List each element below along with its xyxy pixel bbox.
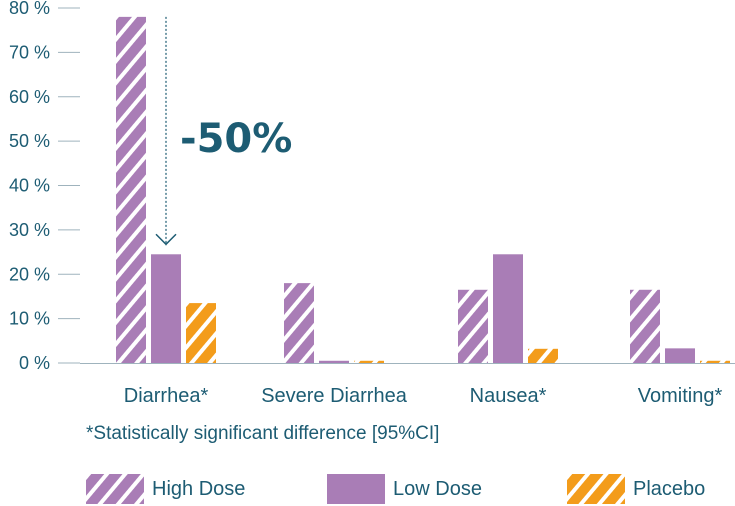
bars-group (116, 16, 730, 363)
x-axis-labels: Diarrhea* Severe Diarrhea Nausea* Vomiting* (124, 385, 723, 407)
reduction-annotation: -50% (155, 16, 292, 246)
x-category-label: Nausea* (470, 385, 547, 407)
bar-placebo (186, 303, 216, 363)
bar-placebo (700, 360, 730, 363)
bar-high-dose (458, 289, 488, 363)
y-tick-label: 80 % (9, 0, 50, 18)
bar-placebo (528, 348, 558, 363)
bar-high-dose (116, 16, 146, 363)
y-tick-label: 70 % (9, 42, 50, 62)
y-tick-label: 0 % (19, 353, 50, 373)
bar-chart: 0 % 10 % 20 % 30 % 40 % 50 % 60 % 70 % 80 % Diar… (9, 0, 735, 407)
bar-low-dose (665, 348, 695, 363)
y-tick-label: 10 % (9, 309, 50, 329)
y-tick-label: 40 % (9, 176, 50, 196)
bar-high-dose (630, 289, 660, 363)
y-axis-ticks: 0 % 10 % 20 % 30 % 40 % 50 % 60 % 70 % 80 % (9, 0, 80, 373)
legend-swatch-high-dose (86, 474, 144, 504)
bar-low-dose (151, 254, 181, 363)
legend-label-low-dose: Low Dose (393, 477, 482, 500)
bar-low-dose (493, 254, 523, 363)
y-tick-label: 20 % (9, 264, 50, 284)
y-tick-label: 60 % (9, 87, 50, 107)
reduction-label: -50% (180, 116, 292, 162)
reduction-arrow-head (155, 233, 177, 246)
legend-item-high-dose: High Dose (86, 473, 245, 505)
legend-item-low-dose: Low Dose (327, 473, 482, 505)
legend-label-high-dose: High Dose (152, 477, 246, 500)
y-tick-label: 30 % (9, 220, 50, 240)
bar-low-dose (319, 360, 349, 363)
x-category-label: Vomiting* (638, 385, 723, 407)
legend-label-placebo: Placebo (633, 477, 706, 500)
bar-placebo (354, 360, 384, 363)
legend-swatch-placebo (567, 474, 625, 504)
x-category-label: Severe Diarrhea (261, 385, 408, 407)
legend-item-placebo: Placebo (567, 473, 705, 505)
y-tick-label: 50 % (9, 131, 50, 151)
footnote: *Statistically significant difference [9… (86, 423, 440, 444)
bar-high-dose (284, 283, 314, 363)
legend-swatch-low-dose (327, 474, 385, 504)
x-category-label: Diarrhea* (124, 385, 209, 407)
